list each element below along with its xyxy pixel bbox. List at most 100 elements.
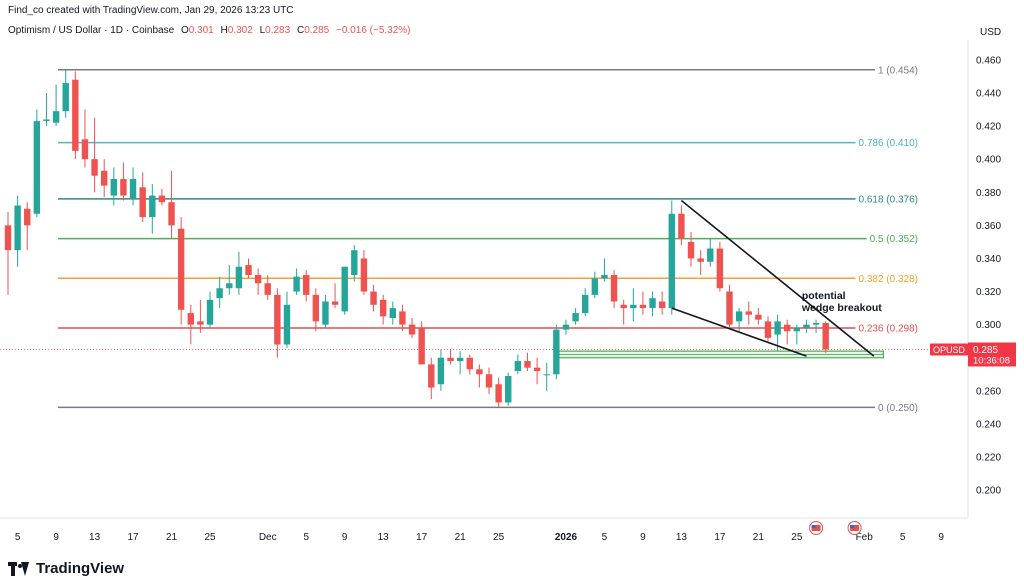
candle — [226, 265, 233, 295]
event-flag-icon — [847, 521, 862, 535]
candle-body — [52, 111, 60, 123]
candle — [206, 291, 214, 328]
time-tick-label: 25 — [204, 532, 216, 543]
candle — [43, 92, 50, 127]
candle-body — [601, 275, 608, 279]
candle — [139, 172, 146, 223]
candle-body — [456, 357, 464, 362]
candle-body — [197, 321, 204, 325]
price-tick-label: 0.240 — [976, 419, 1001, 430]
price-tick-label: 0.400 — [976, 155, 1001, 166]
fib-label-bg — [855, 322, 921, 336]
time-tick-label: 13 — [676, 532, 688, 543]
candle-body — [120, 179, 127, 196]
candle-body — [687, 241, 695, 259]
candle — [562, 319, 570, 335]
candle — [399, 304, 406, 332]
price-tick-label: 0.300 — [976, 320, 1001, 331]
candle — [745, 301, 752, 325]
candle-body — [543, 374, 550, 376]
candle — [572, 308, 579, 325]
time-tick-label: 9 — [342, 532, 348, 543]
fib-label-bg — [855, 272, 921, 286]
candle-body — [755, 314, 762, 320]
fib-level-label: 0.786 (0.410) — [859, 138, 919, 149]
candle-body — [360, 258, 368, 292]
candle — [341, 266, 348, 315]
candle-body — [668, 213, 675, 309]
candle-body — [101, 170, 108, 186]
candle — [120, 162, 127, 201]
price-chart[interactable]: 1 (0.454) 0.786 (0.410) 0.618 (0.376) 0.5 (… — [0, 40, 1024, 550]
candle-body — [764, 321, 772, 338]
candle — [149, 183, 156, 234]
candle-body — [428, 364, 435, 388]
candle-body — [370, 291, 377, 305]
candle-body — [553, 329, 560, 375]
candle — [466, 354, 473, 375]
candle-body — [716, 248, 724, 289]
candle — [274, 288, 281, 358]
candle-body — [726, 291, 733, 325]
time-tick-label: 25 — [791, 532, 803, 543]
candle-body — [187, 313, 194, 325]
price-badge-bg — [968, 342, 1016, 367]
candle-body — [4, 225, 12, 251]
time-tick-label: 9 — [53, 532, 59, 543]
candle-body — [322, 301, 329, 325]
candle-body — [331, 301, 339, 305]
candle — [716, 241, 724, 292]
time-tick-label: 2026 — [555, 532, 578, 543]
price-tick-label: 0.440 — [976, 88, 1001, 99]
candle — [582, 288, 589, 317]
price-tick-label: 0.360 — [976, 221, 1001, 232]
candle — [418, 321, 425, 365]
symbol-badge-text: OPUSD — [933, 345, 966, 355]
candle — [216, 276, 223, 309]
candle — [52, 84, 60, 127]
annotation-line-2: wedge breakout — [801, 302, 882, 314]
candle-body — [158, 195, 166, 203]
candle — [303, 270, 310, 302]
price-tick-label: 0.220 — [976, 453, 1001, 464]
time-tick-label: 9 — [640, 532, 646, 543]
candle — [389, 301, 396, 325]
candle — [707, 238, 714, 267]
candle — [524, 352, 531, 371]
candle — [668, 200, 675, 315]
open-label: O — [180, 25, 189, 36]
candle — [697, 250, 704, 275]
candle-body — [91, 159, 98, 176]
candle — [495, 377, 502, 408]
price-tick-label: 0.320 — [976, 287, 1001, 298]
candle-body — [226, 283, 233, 289]
price-tick-label: 0.260 — [976, 386, 1001, 397]
wedge-upper-trendline — [680, 199, 875, 357]
candle-body — [630, 304, 637, 309]
fib-level-label: 1 (0.454) — [878, 65, 918, 76]
candle-body — [610, 275, 618, 302]
candle — [312, 288, 320, 332]
candle-body — [524, 361, 531, 368]
high-value: 0.302 — [227, 25, 253, 36]
candle — [62, 69, 69, 118]
tradingview-logo-icon — [8, 561, 30, 576]
price-axis: 0.460 0.440 0.420 0.400 0.380 0.360 0.340 0.320… — [0, 40, 1001, 519]
candle-body — [745, 311, 752, 315]
candle — [447, 349, 454, 365]
candle — [158, 188, 166, 206]
candle-body — [582, 294, 589, 314]
candle-body — [649, 298, 656, 309]
time-tick-label: 21 — [455, 532, 467, 543]
candle — [370, 284, 377, 312]
candle — [81, 109, 89, 168]
candle-body — [562, 324, 570, 330]
candle — [428, 357, 435, 400]
candle — [514, 354, 522, 375]
candle-body — [476, 369, 483, 375]
candle-body — [707, 248, 714, 262]
candle-body — [62, 83, 69, 112]
candle — [322, 294, 329, 328]
candle-body — [379, 299, 387, 317]
